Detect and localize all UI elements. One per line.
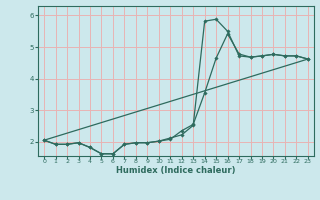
X-axis label: Humidex (Indice chaleur): Humidex (Indice chaleur) [116,166,236,175]
